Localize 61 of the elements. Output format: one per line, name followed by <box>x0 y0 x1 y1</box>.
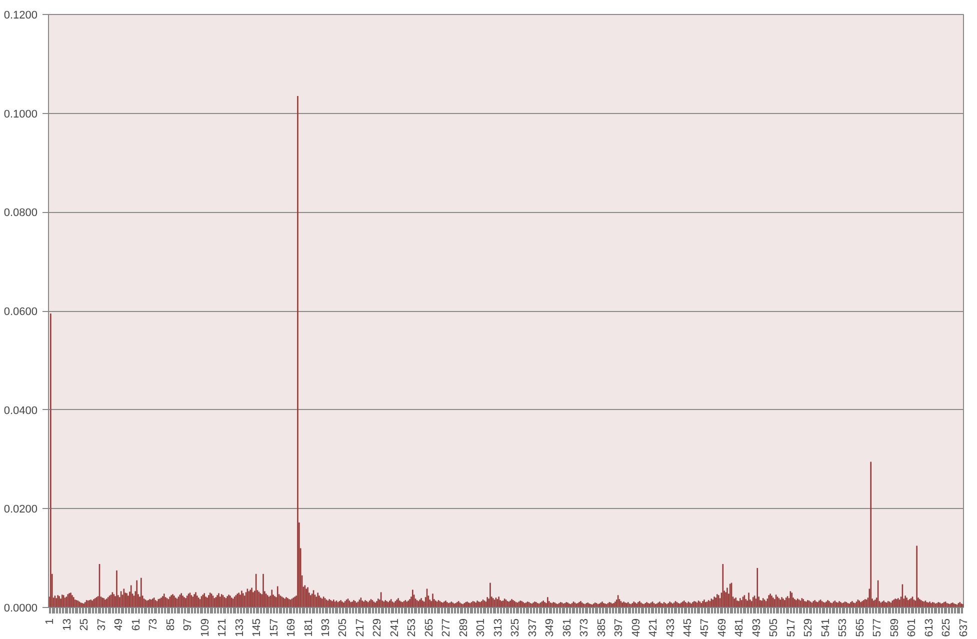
x-tick-label: 409 <box>630 618 642 637</box>
x-tick-label: 109 <box>199 618 212 637</box>
x-tick-label: 157 <box>268 618 280 637</box>
x-tick-label: 349 <box>544 618 556 637</box>
y-tick-label: 0.0600 <box>4 306 38 318</box>
x-tick-label: 517 <box>785 618 798 637</box>
x-tick-label: 385 <box>596 618 608 637</box>
x-tick-label: 613 <box>923 618 936 637</box>
x-tick-label: 529 <box>802 618 815 637</box>
y-tick-label: 0.0200 <box>4 504 38 516</box>
x-tick-label: 253 <box>406 618 418 637</box>
x-tick-label: 133 <box>234 618 246 637</box>
x-tick-label: 601 <box>906 618 918 637</box>
y-tick-label: 0.0400 <box>4 404 38 417</box>
x-tick-label: 241 <box>388 618 401 637</box>
x-tick-label: 505 <box>768 618 780 637</box>
x-tick-label: 469 <box>716 618 728 637</box>
x-tick-label: 493 <box>750 618 763 637</box>
x-tick-label: 361 <box>561 618 574 637</box>
x-tick-label: 37 <box>96 618 108 631</box>
y-tick-label: 0.0800 <box>4 207 38 220</box>
x-tick-label: 49 <box>113 618 126 631</box>
x-tick-label: 637 <box>958 618 970 637</box>
x-tick-label: 577 <box>872 618 884 637</box>
x-tick-label: 313 <box>492 618 504 637</box>
y-tick-label: 0.1000 <box>4 108 38 120</box>
x-tick-label: 169 <box>286 618 298 637</box>
x-tick-label: 1 <box>44 618 56 625</box>
x-tick-label: 397 <box>613 618 626 637</box>
x-tick-label: 541 <box>820 618 832 637</box>
y-tick-label: 0.1200 <box>4 10 38 22</box>
x-tick-label: 589 <box>888 618 901 637</box>
x-tick-label: 97 <box>182 618 194 631</box>
x-tick-label: 229 <box>372 618 384 637</box>
x-tick-label: 277 <box>440 618 453 637</box>
x-tick-label: 145 <box>251 618 264 637</box>
x-tick-label: 433 <box>664 618 677 637</box>
x-tick-label: 325 <box>510 618 522 637</box>
x-tick-label: 481 <box>734 618 746 637</box>
x-tick-label: 625 <box>940 618 953 637</box>
x-tick-label: 193 <box>320 618 332 637</box>
x-tick-label: 61 <box>130 618 142 631</box>
x-tick-label: 301 <box>475 618 488 637</box>
x-tick-label: 181 <box>302 618 315 637</box>
x-tick-label: 373 <box>578 618 591 637</box>
x-tick-label: 265 <box>423 618 436 637</box>
x-tick-label: 457 <box>699 618 712 637</box>
x-tick-label: 565 <box>854 618 866 637</box>
y-tick-label: 0.0000 <box>4 602 38 614</box>
x-tick-label: 445 <box>682 618 694 637</box>
x-tick-label: 205 <box>337 618 350 637</box>
x-tick-label: 85 <box>164 618 177 631</box>
x-tick-label: 217 <box>354 618 366 637</box>
x-tick-label: 121 <box>216 618 229 637</box>
x-tick-label: 25 <box>78 618 91 631</box>
x-tick-label: 13 <box>61 618 74 631</box>
x-tick-label: 553 <box>837 618 850 637</box>
x-tick-label: 289 <box>458 618 470 637</box>
x-tick-label: 337 <box>526 618 539 637</box>
x-tick-label: 421 <box>648 618 660 637</box>
x-tick-label: 73 <box>148 618 160 631</box>
